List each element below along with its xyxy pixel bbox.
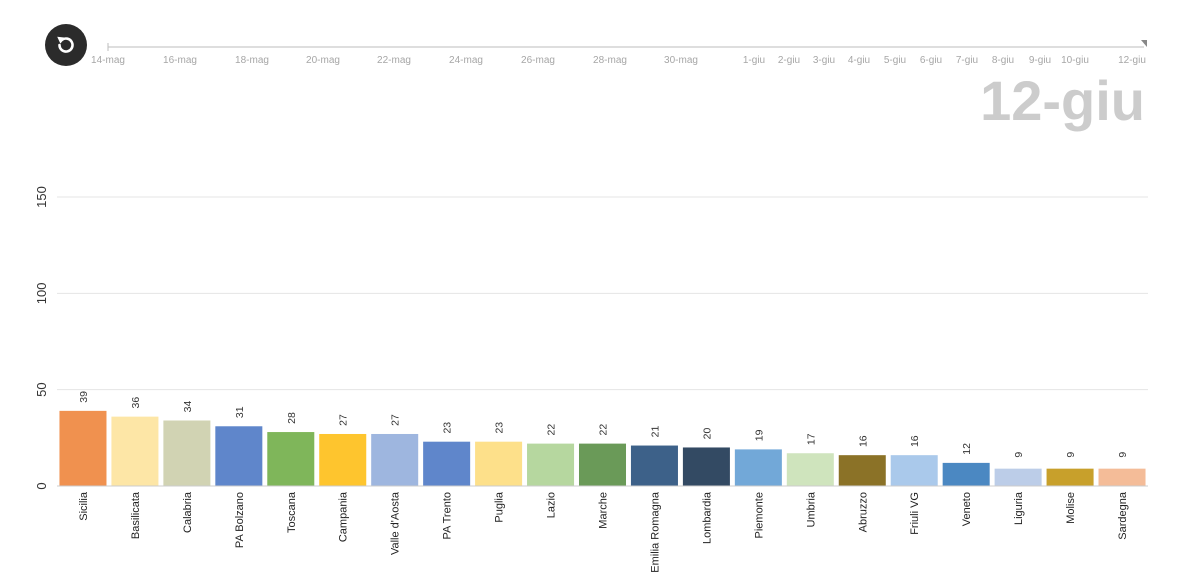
bar [1046,468,1094,486]
category-label: Abruzzo [857,492,869,532]
category-label: Piemonte [753,492,765,538]
bar [163,420,211,486]
timeline-tick-label[interactable]: 16-mag [163,55,197,66]
replay-icon [57,36,74,53]
bar [942,462,990,486]
bar [682,447,730,486]
value-label: 23 [442,422,454,434]
category-label: Lazio [546,492,558,518]
category-label: Veneto [961,492,973,526]
bar [630,445,678,486]
timeline-tick-label[interactable]: 22-mag [377,55,411,66]
value-label: 28 [286,412,298,424]
value-label: 22 [546,424,558,436]
timeline-tick-label[interactable]: 14-mag [91,55,125,66]
grid-lines [57,196,1148,391]
timeline-tick-label[interactable]: 26-mag [521,55,555,66]
timeline-axis[interactable]: 14-mag 16-mag 18-mag 20-mag 22-mag 24-mag 26-m… [91,40,1147,66]
current-date-label: 12-giu [980,69,1145,132]
timeline-tick-label[interactable]: 1-giu [743,55,765,66]
timeline-tick-label[interactable]: 8-giu [992,55,1014,66]
value-label: 34 [182,400,194,412]
category-label: Puglia [494,491,506,522]
value-label: 20 [701,427,713,439]
bar [371,433,419,486]
value-label: 31 [234,406,246,418]
timeline-tick-label[interactable]: 4-giu [848,55,870,66]
replay-button[interactable] [45,24,87,66]
bar [527,443,575,486]
bar [578,443,627,486]
bar [475,441,523,486]
value-label: 16 [909,435,921,447]
timeline-tick-label[interactable]: 18-mag [235,55,269,66]
category-label: Liguria [1013,491,1025,525]
timeline-tick-label[interactable]: 7-giu [956,55,978,66]
y-tick-label: 50 [34,382,49,396]
value-label: 9 [1117,452,1129,458]
value-labels: 39 36 34 31 28 27 27 23 23 22 22 21 20 19 17 16 16 12 9 9 9 [78,391,1129,458]
value-label: 21 [649,426,661,438]
category-label: Basilicata [130,491,142,539]
timeline-tick-label[interactable]: 28-mag [593,55,627,66]
value-label: 16 [857,435,869,447]
bar [423,441,471,486]
category-label: Marche [598,492,610,529]
category-label: Sardegna [1117,491,1129,540]
bar [267,432,315,486]
bar [890,455,938,486]
value-label: 12 [961,443,973,455]
category-label: Valle d'Aosta [390,491,402,555]
category-label: Calabria [182,491,194,533]
category-label: PA Bolzano [234,492,246,548]
timeline-tick-label[interactable]: 30-mag [664,55,698,66]
value-label: 22 [598,424,610,436]
bar [786,453,834,486]
bar [994,468,1042,486]
bar [734,449,782,486]
category-label: Friuli VG [909,492,921,535]
category-label: PA Trento [442,492,454,540]
timeline-tick-label[interactable]: 20-mag [306,55,340,66]
bar [59,410,107,486]
y-tick-label: 100 [34,282,49,304]
bar [1098,468,1146,486]
bar [215,426,263,486]
timeline-tick-label[interactable]: 24-mag [449,55,483,66]
category-label: Molise [1065,492,1077,524]
bar [111,416,159,486]
timeline-tick-label[interactable]: 5-giu [884,55,906,66]
value-label: 36 [130,397,142,409]
category-label: Sicilia [78,491,90,521]
timeline-tick-label[interactable]: 12-giu [1118,55,1146,66]
value-label: 23 [494,422,506,434]
category-label: Emilia Romagna [649,491,661,573]
bars [57,410,1148,487]
timeline-tick-label[interactable]: 10-giu [1061,55,1089,66]
timeline-handle[interactable] [1141,40,1147,47]
y-tick-label: 0 [34,482,49,489]
category-label: Toscana [286,491,298,533]
timeline-tick-label[interactable]: 9-giu [1029,55,1051,66]
value-label: 27 [338,414,350,426]
value-label: 9 [1013,452,1025,458]
y-axis: 0 50 100 150 [34,186,49,489]
category-label: Lombardia [701,491,713,544]
bar [319,433,367,486]
category-label: Campania [338,491,350,542]
value-label: 17 [805,433,817,445]
value-label: 39 [78,391,90,403]
bar [838,455,886,486]
value-label: 9 [1065,452,1077,458]
category-labels: Sicilia Basilicata Calabria PA Bolzano Tosca… [78,491,1129,573]
timeline-tick-label[interactable]: 2-giu [778,55,800,66]
value-label: 19 [753,429,765,441]
category-label: Umbria [805,491,817,527]
timeline-tick-label[interactable]: 3-giu [813,55,835,66]
timeline-tick-label[interactable]: 6-giu [920,55,942,66]
value-label: 27 [390,414,402,426]
y-tick-label: 150 [34,186,49,208]
